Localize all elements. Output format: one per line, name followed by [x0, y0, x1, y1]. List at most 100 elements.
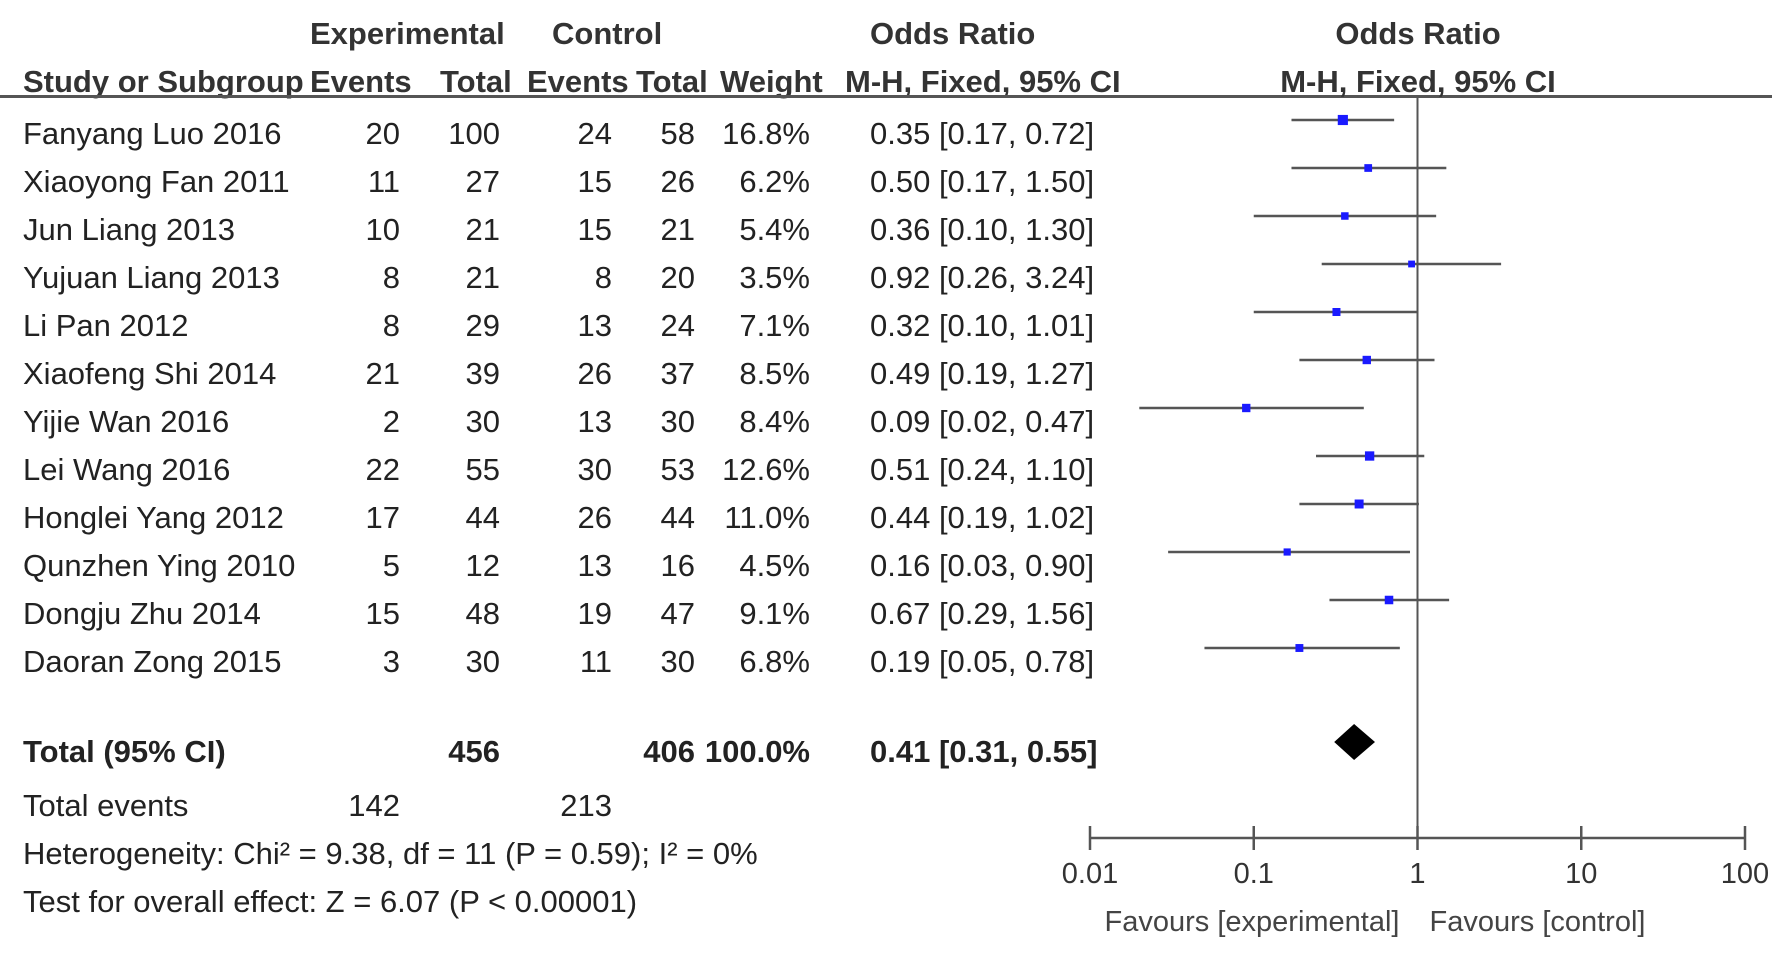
- exp-total: 44: [465, 500, 500, 535]
- point-estimate: [1337, 114, 1348, 126]
- study-name: Jun Liang 2013: [23, 212, 236, 247]
- exp-events: 2: [382, 404, 400, 439]
- weight: 7.1%: [739, 308, 810, 343]
- ctl-total: 37: [660, 356, 695, 391]
- ctl-events: 24: [577, 116, 612, 151]
- weight: 3.5%: [739, 260, 810, 295]
- ctl-total: 16: [660, 548, 695, 583]
- or-ci-text: 0.92 [0.26, 3.24]: [870, 260, 1095, 295]
- x-tick-label: 0.1: [1234, 858, 1274, 890]
- total-exp-total: 456: [448, 734, 500, 769]
- exp-total: 21: [465, 212, 500, 247]
- ctl-total: 47: [660, 596, 695, 631]
- weight: 5.4%: [739, 212, 810, 247]
- study-name: Daoran Zong 2015: [23, 644, 282, 679]
- ctl-total: 20: [660, 260, 695, 295]
- or-ci-text: 0.36 [0.10, 1.30]: [870, 212, 1095, 247]
- ctl-total: 26: [660, 164, 695, 199]
- point-estimate: [1332, 308, 1341, 316]
- study-name: Xiaofeng Shi 2014: [23, 356, 277, 391]
- ctl-events: 26: [577, 500, 612, 535]
- or-ci-text: 0.44 [0.19, 1.02]: [870, 500, 1095, 535]
- ctl-total-header: Total: [636, 64, 708, 99]
- study-name: Xiaoyong Fan 2011: [23, 164, 290, 199]
- exp-events: 10: [365, 212, 400, 247]
- ctl-events: 13: [577, 308, 612, 343]
- total-weight: 100.0%: [704, 734, 810, 769]
- point-estimate: [1364, 451, 1375, 461]
- total-label: Total (95% CI): [23, 734, 226, 769]
- exp-events-header: Events: [310, 64, 412, 99]
- control-group-header: Control: [552, 16, 663, 51]
- ctl-events: 15: [577, 212, 612, 247]
- total-events-ctl: 213: [560, 788, 612, 823]
- exp-total: 29: [465, 308, 500, 343]
- point-estimate: [1408, 260, 1415, 268]
- weight: 6.2%: [739, 164, 810, 199]
- point-estimate: [1384, 595, 1394, 605]
- plot-method: M-H, Fixed, 95% CI: [1280, 64, 1556, 99]
- ctl-events: 15: [577, 164, 612, 199]
- heterogeneity-text: Heterogeneity: Chi² = 9.38, df = 11 (P =…: [23, 836, 758, 871]
- x-tick-label: 100: [1721, 858, 1769, 890]
- ctl-events: 11: [579, 644, 612, 679]
- header-divider: [0, 95, 1772, 98]
- total-events-label: Total events: [23, 788, 189, 823]
- study-name: Yujuan Liang 2013: [23, 260, 280, 295]
- study-name: Qunzhen Ying 2010: [23, 548, 296, 583]
- exp-events: 11: [367, 164, 400, 199]
- or-ci-text: 0.51 [0.24, 1.10]: [870, 452, 1095, 487]
- exp-total: 48: [465, 596, 500, 631]
- exp-events: 22: [365, 452, 400, 487]
- or-ci-text: 0.19 [0.05, 0.78]: [870, 644, 1095, 679]
- weight: 8.5%: [739, 356, 810, 391]
- plot-title: Odds Ratio: [1335, 16, 1500, 51]
- point-estimate: [1242, 403, 1251, 413]
- ctl-total: 30: [660, 644, 695, 679]
- weight: 12.6%: [722, 452, 810, 487]
- weight: 11.0%: [724, 500, 810, 535]
- study-name: Dongju Zhu 2014: [23, 596, 261, 631]
- odds-ratio-header: Odds Ratio: [870, 16, 1036, 51]
- total-events-exp: 142: [348, 788, 400, 823]
- ctl-events: 8: [594, 260, 612, 295]
- ctl-events: 19: [577, 596, 612, 631]
- or-ci-text: 0.32 [0.10, 1.01]: [870, 308, 1095, 343]
- exp-total: 30: [465, 404, 500, 439]
- or-ci-text: 0.16 [0.03, 0.90]: [870, 548, 1095, 583]
- exp-events: 5: [382, 548, 400, 583]
- weight: 16.8%: [722, 116, 810, 151]
- or-ci-text: 0.35 [0.17, 0.72]: [870, 116, 1095, 151]
- ctl-events: 13: [577, 548, 612, 583]
- exp-events: 8: [382, 308, 400, 343]
- total-ctl-total: 406: [643, 734, 695, 769]
- weight: 4.5%: [739, 548, 810, 583]
- study-name: Honglei Yang 2012: [23, 500, 284, 535]
- study-column-header: Study or Subgroup: [23, 64, 304, 99]
- ctl-total: 58: [660, 116, 695, 151]
- exp-total: 55: [465, 452, 500, 487]
- pooled-diamond: [1334, 724, 1375, 760]
- exp-total: 27: [465, 164, 500, 199]
- ctl-events: 30: [577, 452, 612, 487]
- weight: 9.1%: [739, 596, 810, 631]
- exp-events: 20: [365, 116, 400, 151]
- point-estimate: [1341, 212, 1349, 220]
- point-estimate: [1364, 164, 1373, 172]
- exp-total: 100: [448, 116, 500, 151]
- study-name: Li Pan 2012: [23, 308, 189, 343]
- ctl-total: 24: [660, 308, 695, 343]
- point-estimate: [1354, 499, 1364, 509]
- exp-events: 15: [365, 596, 400, 631]
- study-name: Fanyang Luo 2016: [23, 116, 282, 151]
- overall-effect-text: Test for overall effect: Z = 6.07 (P < 0…: [23, 884, 638, 919]
- weight-header: Weight: [720, 64, 823, 99]
- weight: 8.4%: [739, 404, 810, 439]
- point-estimate: [1362, 355, 1371, 365]
- point-estimate: [1295, 644, 1304, 652]
- ctl-total: 44: [660, 500, 695, 535]
- x-tick-label: 10: [1565, 858, 1597, 890]
- or-method-header: M-H, Fixed, 95% CI: [845, 64, 1121, 99]
- exp-events: 3: [382, 644, 400, 679]
- exp-events: 8: [382, 260, 400, 295]
